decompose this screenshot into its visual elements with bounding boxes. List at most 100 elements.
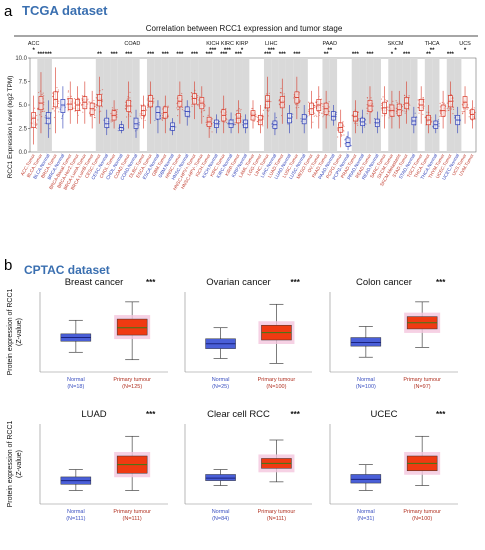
tcga-sample-point [299,100,301,102]
tcga-cancer-group-significance: * [464,48,467,54]
tcga-sample-point [199,96,201,98]
tcga-significance-shade [432,58,440,152]
tcga-box [104,117,110,128]
tcga-significance-mark: *** [235,52,243,58]
tcga-sample-point [404,112,406,114]
tcga-sample-point [115,108,117,111]
tcga-sample-point [196,104,199,106]
tcga-significance-shade [454,58,462,152]
tcga-sample-point [52,92,54,94]
tcga-sample-point [409,104,411,106]
tcga-sample-point [357,118,360,120]
tcga-sample-point [364,126,366,128]
tcga-sample-point [74,98,76,100]
tcga-sample-point [255,113,257,115]
tcga-sample-point [242,121,244,123]
tcga-sample-point [439,115,441,117]
tcga-sample-point [88,101,90,103]
tcga-sample-point [87,103,89,105]
tcga-sample-point [116,109,118,111]
tcga-sample-point [139,115,141,117]
tcga-sample-point [57,89,59,91]
tcga-significance-mark: *** [176,52,184,58]
tcga-box [331,111,336,121]
tcga-chart-title: Correlation between RCC1 expression and … [146,24,343,33]
tcga-sample-point [343,125,345,128]
tcga-plot: 0.0 2.5 5.0 7.5 10.0 RCC1 Expression Level (l… [7,41,477,191]
tcga-sample-point [283,93,285,95]
tcga-sample-point [111,120,114,122]
tcga-sample-point [56,86,58,89]
tcga-sample-point [67,91,69,93]
tcga-sample-point [146,99,148,101]
tcga-sample-point [50,112,52,114]
cptac-tumor-label: Primary tumour [403,509,441,515]
tcga-box [345,137,351,147]
tcga-sample-point [143,117,145,119]
tcga-sample-point [322,103,324,105]
cptac-normal-box [350,337,382,347]
tcga-cancer-group-label: COAD [124,41,140,47]
tcga-sample-point [93,116,96,118]
tcga-sample-point [242,119,244,121]
tcga-sample-point [344,143,346,145]
tcga-sample-point [328,110,330,113]
tcga-sample-point [454,115,456,117]
tcga-sample-point [138,124,140,126]
tcga-sample-point [402,104,405,106]
tcga-sample-point [366,113,368,115]
cptac-y-axis-unit: (Z-value) [16,450,23,478]
tcga-sample-point [191,105,193,108]
tcga-sample-point [337,136,339,138]
tcga-sample-point [37,119,39,121]
tcga-sample-point [181,108,184,111]
tcga-sample-point [30,127,32,129]
tcga-sample-point [366,110,368,112]
tcga-sample-point [474,111,476,114]
tcga-sample-point [67,90,70,92]
tcga-sample-point [126,98,129,100]
tcga-sample-point [198,99,200,101]
tcga-sample-point [93,99,95,102]
tcga-sample-point [190,95,193,97]
tcga-sample-point [167,106,170,108]
tcga-cancer-group-significance: * [394,48,397,54]
tcga-significance-shade [168,58,177,152]
tcga-sample-point [365,123,367,125]
tcga-sample-point [33,107,36,109]
tcga-sample-point [167,105,169,107]
tcga-significance-mark: *** [352,52,360,58]
tcga-box [133,117,139,129]
tcga-significance-mark: *** [403,52,411,58]
tcga-sample-point [81,95,84,97]
tcga-sample-point [430,121,433,123]
tcga-sample-point [319,111,321,113]
tcga-significance-shade [212,58,221,152]
tcga-sample-point [95,104,97,106]
tcga-sample-point [203,109,206,111]
tcga-sample-point [116,116,118,118]
tcga-box [265,95,270,109]
tcga-sample-point [127,96,129,98]
tcga-sample-point [380,104,383,106]
tcga-sample-point [328,114,330,117]
tcga-sample-point [262,116,265,118]
tcga-sample-point [361,116,363,118]
tcga-sample-point [343,134,345,136]
tcga-sample-point [41,93,43,96]
tcga-box [60,99,66,113]
cptac-tumor-label: Primary tumour [403,377,441,383]
tcga-sample-point [297,104,299,106]
tcga-sample-point [129,97,131,99]
cptac-tumor-label: Primary tumour [113,377,151,383]
tcga-sample-point [335,111,338,113]
tcga-sample-point [316,115,318,118]
tcga-sample-point [52,96,54,98]
tcga-sample-point [110,119,112,121]
tcga-sample-point [233,123,235,125]
tcga-sample-point [66,103,68,106]
tcga-sample-point [234,121,236,124]
tcga-sample-point [44,122,46,124]
cptac-y-axis-unit: (Z-value) [16,318,23,346]
